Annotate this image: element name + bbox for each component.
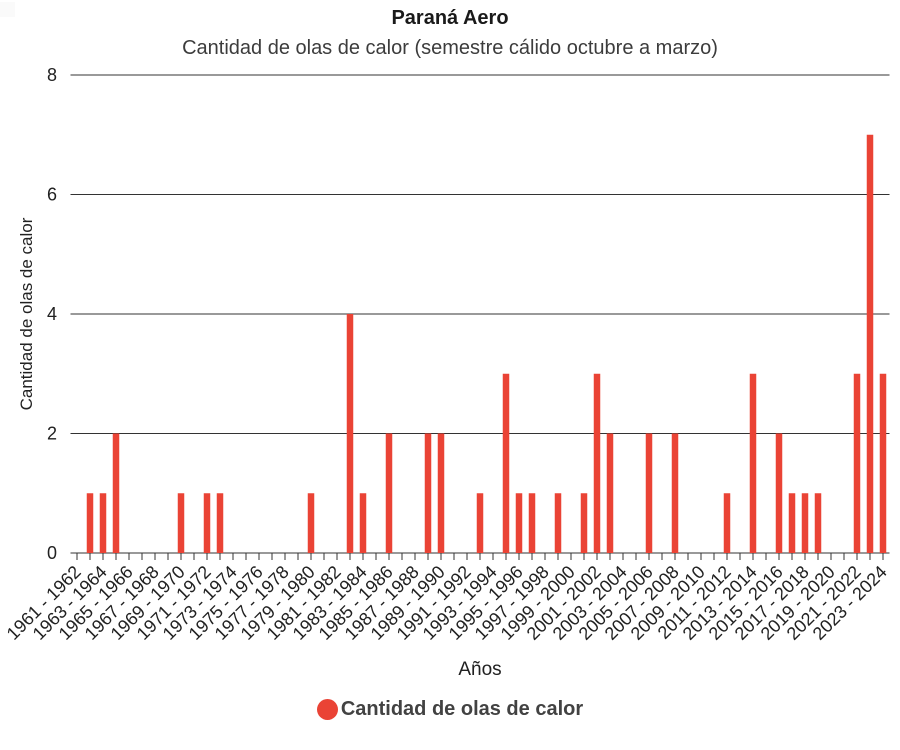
bar[interactable] [359,493,367,553]
bar[interactable] [749,373,757,553]
corner-artifact [0,2,15,17]
bar[interactable] [788,493,796,553]
bar[interactable] [801,493,809,553]
legend: Cantidad de olas de calor [0,698,900,721]
y-tick-label: 2 [47,424,57,444]
bar[interactable] [853,373,861,553]
bar[interactable] [502,373,510,553]
bar[interactable] [580,493,588,553]
chart-subtitle: Cantidad de olas de calor (semestre cáli… [182,37,718,59]
bar[interactable] [645,433,653,554]
bar[interactable] [385,433,393,554]
bar[interactable] [554,493,562,553]
bar[interactable] [307,493,315,553]
y-tick-label: 6 [47,185,57,205]
bar[interactable] [112,433,120,554]
bar[interactable] [528,493,536,553]
bar[interactable] [775,433,783,554]
bar[interactable] [424,433,432,554]
y-axis-title: Cantidad de olas de calor [17,217,36,411]
legend-marker-circle [316,699,338,720]
bar[interactable] [866,134,874,553]
bar[interactable] [86,493,94,553]
bar[interactable] [723,493,731,553]
bar[interactable] [606,433,614,554]
chart-title: Paraná Aero [391,7,509,29]
bar[interactable] [515,493,523,553]
y-tick-label: 0 [47,543,57,563]
bar[interactable] [177,493,185,553]
bar[interactable] [879,373,887,553]
bar[interactable] [99,493,107,553]
bar[interactable] [346,314,354,553]
bar[interactable] [476,493,484,553]
y-tick-label: 8 [47,65,57,85]
bar[interactable] [671,433,679,554]
legend-label: Cantidad de olas de calor [340,698,584,720]
y-tick-label: 4 [47,304,57,324]
bar[interactable] [814,493,822,553]
bar[interactable] [203,493,211,553]
bar[interactable] [216,493,224,553]
bar[interactable] [593,373,601,553]
bar[interactable] [437,433,445,554]
x-axis-title: Años [458,659,502,680]
